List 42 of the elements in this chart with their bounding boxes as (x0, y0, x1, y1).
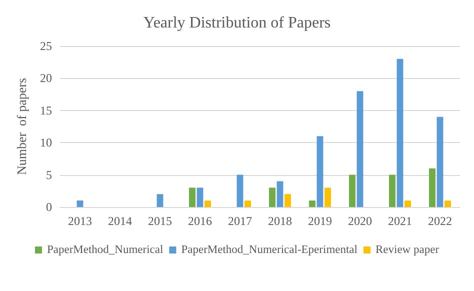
bar (436, 116, 444, 207)
bar (356, 91, 364, 207)
x-tick-label: 2017 (228, 214, 252, 228)
y-tick-label: 0 (46, 200, 52, 214)
bar (276, 181, 284, 207)
y-tick-label: 15 (40, 103, 52, 118)
bar (204, 200, 211, 207)
bar (269, 188, 276, 207)
bar (236, 174, 244, 207)
x-tick-label: 2013 (68, 214, 92, 228)
legend-label: PaperMethod_Numerical (46, 244, 164, 256)
chart-title: Yearly Distribution of Papers (143, 14, 331, 32)
y-axis-title: Number of papers (14, 78, 29, 176)
legend-label: PaperMethod_Numerical-Eperimental (181, 244, 358, 256)
bar (444, 200, 451, 207)
x-tick-label: 2019 (308, 214, 332, 228)
bar (156, 194, 164, 207)
bar (284, 194, 291, 207)
bar (429, 168, 436, 207)
bar (244, 200, 251, 207)
bar (389, 174, 396, 207)
bar (349, 174, 356, 207)
bar (396, 58, 404, 207)
x-tick-label: 2018 (268, 214, 292, 228)
x-tick-label: 2021 (388, 214, 412, 228)
y-tick-label: 20 (40, 71, 52, 86)
bar (404, 200, 411, 207)
bar (316, 136, 324, 207)
x-tick-label: 2014 (108, 214, 132, 228)
x-tick-label: 2020 (348, 214, 372, 228)
x-tick-label: 2016 (188, 214, 212, 228)
bar (76, 200, 84, 207)
legend-label: Review paper (375, 244, 440, 256)
bar (196, 188, 204, 207)
x-tick-label: 2022 (428, 214, 452, 228)
bar (324, 188, 331, 207)
bar (189, 188, 196, 207)
y-tick-label: 5 (46, 168, 52, 182)
y-tick-label: 10 (40, 136, 52, 150)
y-tick-label: 25 (40, 39, 52, 53)
bar (309, 200, 316, 207)
x-tick-label: 2015 (148, 214, 172, 228)
